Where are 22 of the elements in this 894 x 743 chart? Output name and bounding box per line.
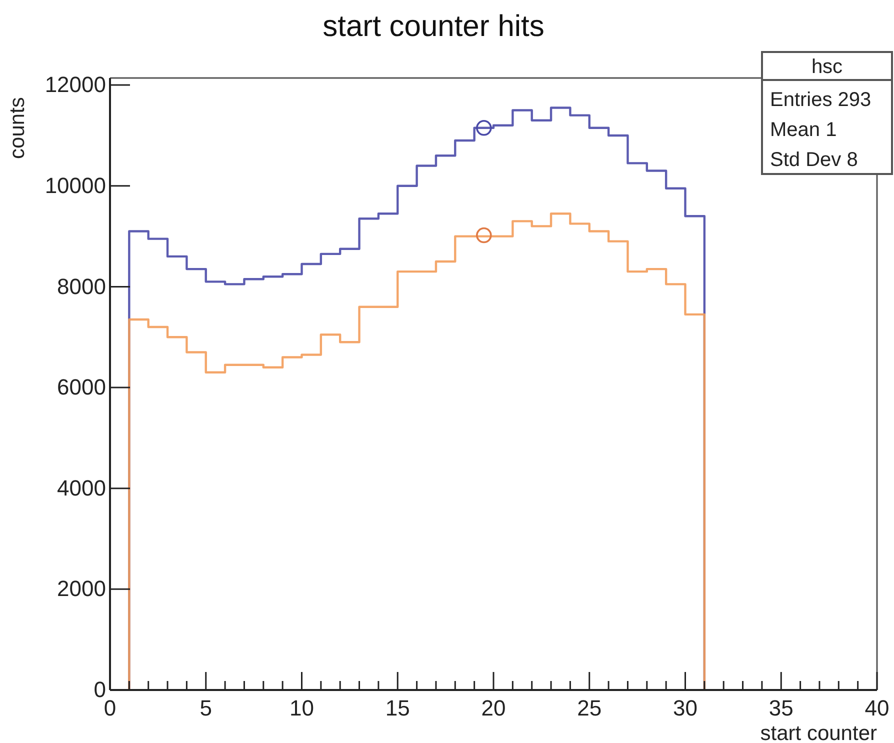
annotation: Entries 293: [770, 89, 872, 111]
x-tick-label: 15: [385, 696, 410, 721]
x-tick-label: 40: [864, 696, 890, 721]
y-tick-label: 12000: [44, 72, 106, 98]
x-tick-label: 10: [290, 696, 314, 721]
y-tick-label: 0: [94, 677, 106, 702]
y-tick-label: 2000: [57, 576, 106, 602]
y-tick-label: 6000: [57, 374, 106, 400]
y-axis-title: counts: [6, 97, 29, 159]
y-tick-label: 10000: [44, 172, 106, 198]
y-tick-label: 8000: [57, 274, 106, 299]
annotation: Std Dev 8: [770, 149, 858, 171]
chart-title: start counter hits: [322, 10, 544, 43]
x-tick-label: 20: [481, 696, 506, 721]
x-axis-title: start counter: [760, 722, 877, 743]
x-tick-label: 25: [577, 696, 602, 721]
x-tick-label: 30: [673, 696, 698, 721]
x-tick-label: 5: [200, 696, 212, 721]
annotation: Mean 1: [770, 119, 837, 141]
y-tick-label: 4000: [57, 475, 106, 500]
x-tick-label: 35: [768, 696, 794, 721]
annotation: hsc: [811, 56, 843, 78]
